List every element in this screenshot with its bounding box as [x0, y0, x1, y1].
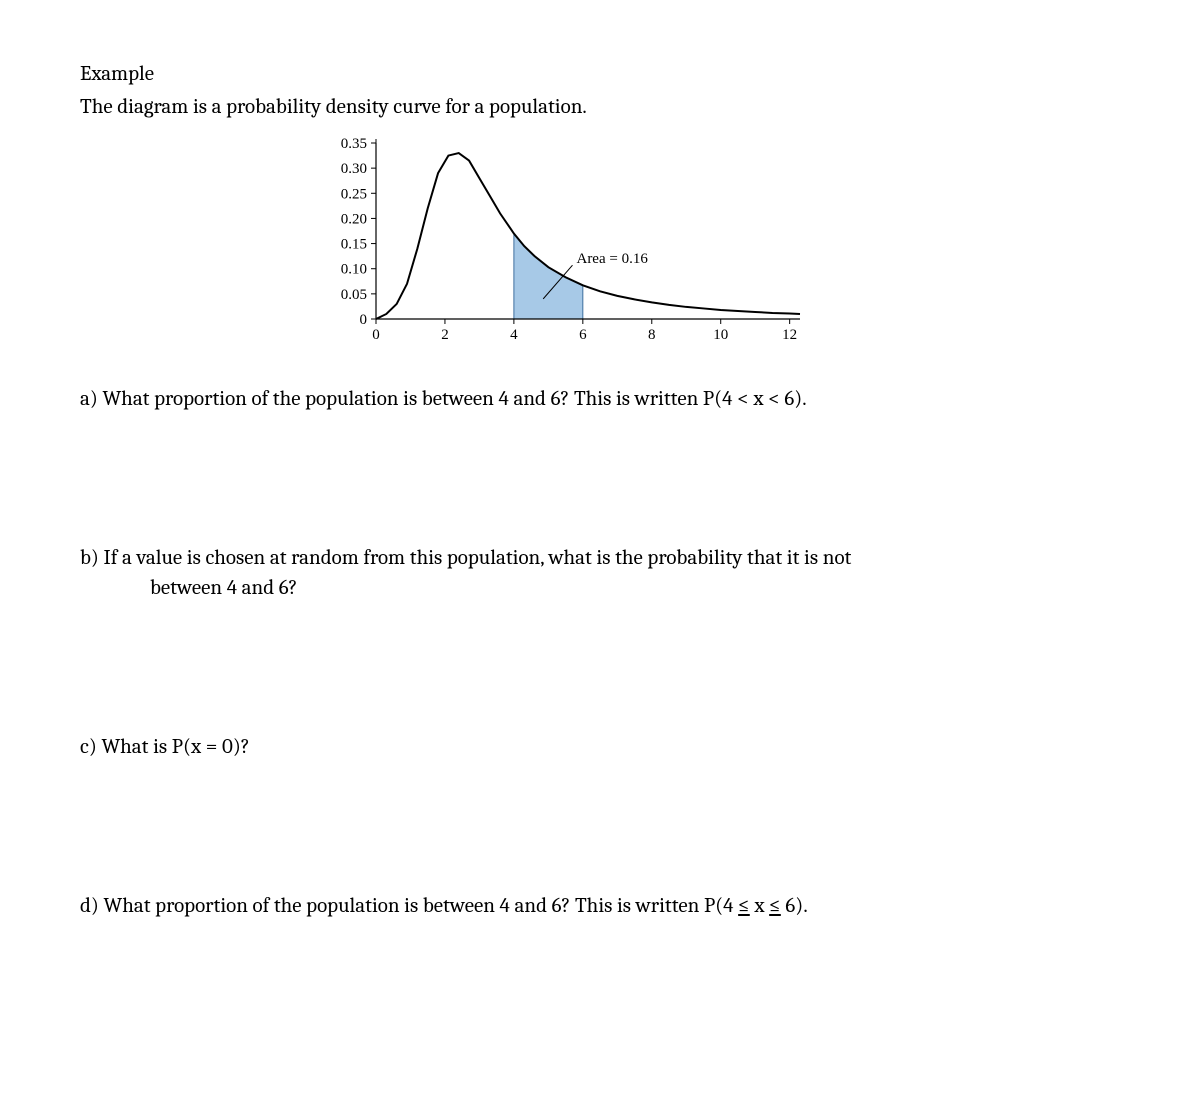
question-d-post: 6).: [781, 894, 808, 918]
x-tick-label: 6: [579, 327, 587, 343]
area-label: Area = 0.16: [576, 251, 648, 267]
x-tick-label: 12: [782, 327, 797, 343]
y-tick-label: 0.05: [341, 287, 367, 303]
y-tick-label: 0.35: [341, 136, 367, 152]
x-tick-label: 8: [648, 327, 656, 343]
question-d-mid: x: [750, 894, 769, 918]
question-b: b) If a value is chosen at random from t…: [80, 544, 1120, 603]
le-symbol: ≤: [738, 894, 750, 918]
question-b-line2: between 4 and 6?: [80, 574, 1120, 603]
y-tick-label: 0.15: [341, 236, 367, 252]
example-heading: Example: [80, 60, 1120, 89]
x-tick-label: 0: [372, 327, 380, 343]
question-c: c) What is P(x = 0)?: [80, 733, 1120, 762]
chart-container: 0.35 0.30 0.25 0.20 0.15 0.10 0.05 00 2 4 6 8 10 12 Ar…: [80, 133, 1120, 353]
question-a: a) What proportion of the population is …: [80, 385, 1120, 414]
question-b-line1: b) If a value is chosen at random from t…: [80, 544, 1120, 573]
y-tick-label: 0.20: [341, 211, 367, 227]
y-tick-label: 0.10: [341, 261, 367, 277]
intro-text: The diagram is a probability density cur…: [80, 93, 1120, 122]
density-curve: [376, 153, 800, 319]
x-tick-label: 2: [441, 327, 449, 343]
y-tick-label: 0.30: [341, 161, 367, 177]
le-symbol: ≤: [769, 894, 781, 918]
x-tick-label: 10: [713, 327, 728, 343]
density-curve-chart: 0.35 0.30 0.25 0.20 0.15 0.10 0.05 00 2 4 6 8 10 12 Ar…: [320, 133, 820, 353]
question-d-pre: d) What proportion of the population is …: [80, 894, 738, 918]
y-tick-label: 0: [360, 312, 368, 328]
y-tick-label: 0.25: [341, 186, 367, 202]
question-d: d) What proportion of the population is …: [80, 892, 1120, 921]
x-tick-label: 4: [510, 327, 518, 343]
